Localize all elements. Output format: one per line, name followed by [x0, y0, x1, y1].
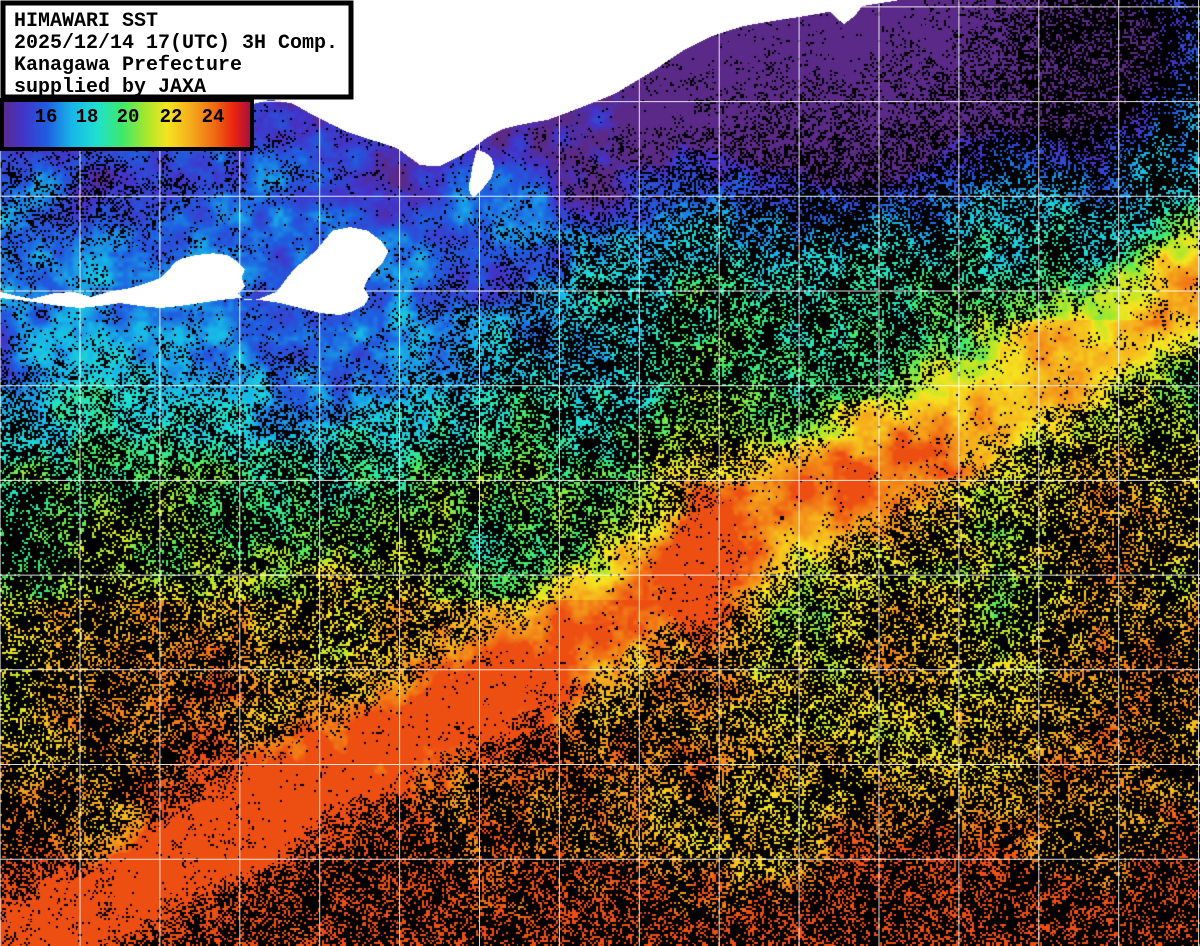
svg-text:22: 22: [160, 106, 183, 128]
svg-text:18: 18: [76, 106, 99, 128]
svg-text:24: 24: [202, 106, 225, 128]
svg-text:HIMAWARI SST: HIMAWARI SST: [14, 10, 158, 33]
svg-text:20: 20: [117, 106, 140, 128]
svg-text:2025/12/14 17(UTC) 3H Comp.: 2025/12/14 17(UTC) 3H Comp.: [14, 32, 338, 55]
svg-text:supplied by JAXA: supplied by JAXA: [14, 76, 206, 99]
svg-text:Kanagawa Prefecture: Kanagawa Prefecture: [14, 54, 242, 77]
svg-text:16: 16: [35, 106, 58, 128]
